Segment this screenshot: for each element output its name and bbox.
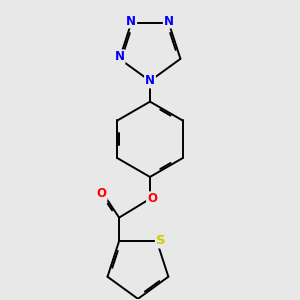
Text: N: N [126,15,136,28]
Text: N: N [115,50,124,63]
Text: N: N [145,74,155,87]
Text: O: O [147,192,157,205]
Text: N: N [164,15,174,28]
Text: O: O [97,187,107,200]
Text: S: S [156,235,166,248]
